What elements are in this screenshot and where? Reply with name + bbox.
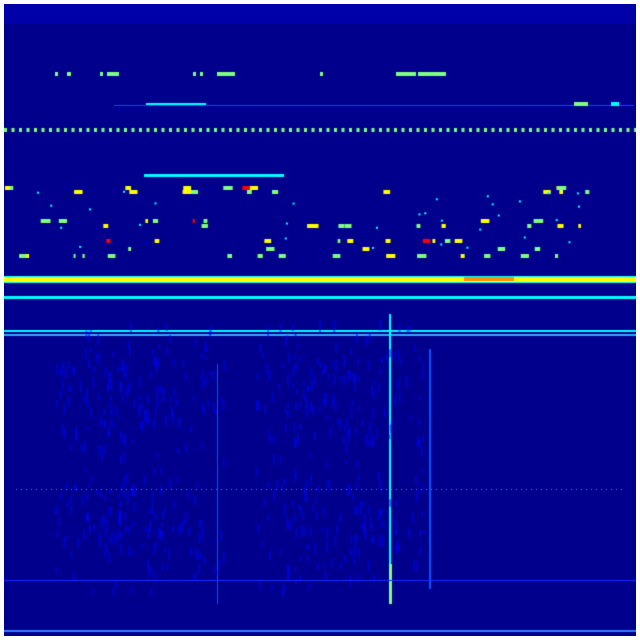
heatmap-canvas bbox=[4, 4, 636, 636]
spectrogram-heatmap bbox=[4, 4, 636, 636]
